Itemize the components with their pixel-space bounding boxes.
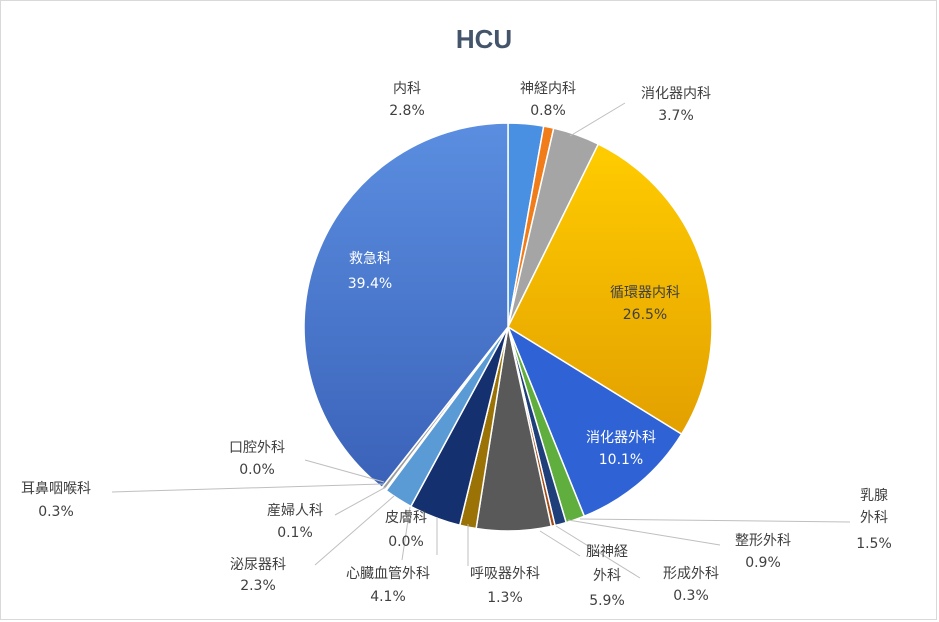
data-label-name-6: 乳腺 bbox=[860, 488, 888, 504]
pie-slices bbox=[303, 122, 713, 532]
leader-line-15 bbox=[111, 483, 385, 493]
leader-line-12 bbox=[401, 506, 411, 561]
data-label-pct-3: 3.7% bbox=[658, 108, 694, 124]
data-label-name-5: 消化器外科 bbox=[586, 430, 656, 446]
data-label-pct-15: 0.3% bbox=[38, 504, 74, 520]
data-label-pct-2: 0.8% bbox=[530, 103, 566, 119]
data-label-name-13: 泌尿器科 bbox=[230, 557, 286, 573]
data-label-name-16: 口腔外科 bbox=[229, 440, 285, 456]
data-label-name-10: 呼吸器外科 bbox=[470, 566, 540, 582]
data-label-pct-13: 2.3% bbox=[240, 578, 276, 594]
leader-line-7 bbox=[567, 519, 721, 546]
pie-slice-4 bbox=[507, 143, 713, 436]
data-label-name-7: 整形外科 bbox=[735, 533, 791, 549]
data-label-pct-14: 0.1% bbox=[277, 525, 313, 541]
data-label-pct-6: 1.5% bbox=[856, 536, 892, 552]
data-label-name-12: 心臓血管外科 bbox=[346, 566, 430, 582]
data-label-pct-11: 0.0% bbox=[388, 534, 424, 550]
leader-lines bbox=[111, 102, 851, 579]
data-label-name-4: 循環器内科 bbox=[610, 285, 680, 301]
data-label-pct-1: 2.8% bbox=[389, 103, 425, 119]
pie-slice-17 bbox=[303, 122, 509, 489]
data-label-name-9: 外科 bbox=[593, 568, 621, 584]
data-label-name-14: 産婦人科 bbox=[267, 502, 323, 519]
data-label-name-2: 神経内科 bbox=[520, 81, 576, 97]
data-label-pct-17: 39.4% bbox=[348, 276, 392, 292]
leader-line-13 bbox=[314, 495, 395, 566]
data-label-name-8: 形成外科 bbox=[663, 566, 719, 582]
data-label-pct-8: 0.3% bbox=[673, 588, 709, 604]
leader-line-16 bbox=[304, 459, 385, 483]
data-label-pct-4: 26.5% bbox=[623, 307, 667, 323]
data-label-pct-9: 5.9% bbox=[589, 593, 625, 609]
data-label-pct-7: 0.9% bbox=[745, 555, 781, 571]
data-label-name-9: 脳神経 bbox=[586, 544, 628, 560]
leader-line-9 bbox=[539, 530, 581, 557]
data-label-name-1: 内科 bbox=[393, 81, 421, 97]
leader-line-3 bbox=[569, 102, 626, 137]
data-label-pct-12: 4.1% bbox=[370, 589, 406, 605]
data-label-name-17: 救急科 bbox=[349, 251, 391, 267]
data-label-pct-16: 0.0% bbox=[239, 462, 275, 478]
leader-line-8 bbox=[555, 525, 641, 579]
leader-line-14 bbox=[334, 486, 387, 516]
leader-line-6 bbox=[579, 518, 851, 523]
data-label-pct-10: 1.3% bbox=[487, 590, 523, 606]
slice-labels: 内科 2.8% 神経内科 0.8% 消化器内科 3.7% 循環器内科 26.5% 消化器外科 10… bbox=[21, 81, 892, 609]
pie-slice-5 bbox=[506, 325, 683, 518]
data-label-name-15: 耳鼻咽喉科 bbox=[21, 480, 91, 497]
chart-title: HCU bbox=[456, 24, 512, 54]
data-label-name-6: 外科 bbox=[860, 510, 888, 526]
data-label-pct-5: 10.1% bbox=[599, 452, 643, 468]
data-label-name-11: 皮膚科 bbox=[385, 510, 427, 526]
data-label-name-3: 消化器内科 bbox=[641, 86, 711, 102]
